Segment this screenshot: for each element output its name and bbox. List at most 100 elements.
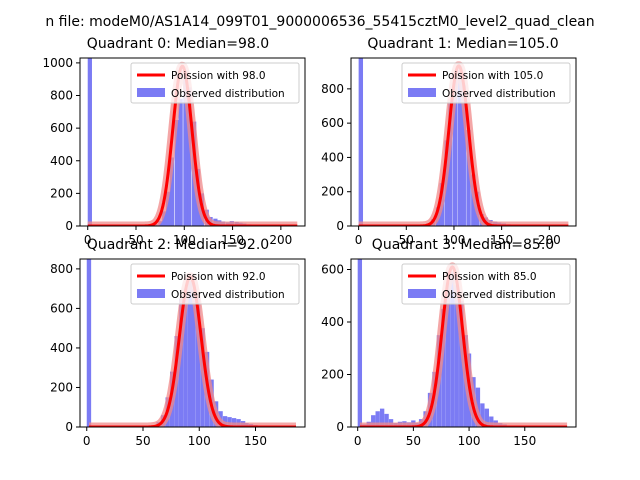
histogram-bar: [162, 211, 167, 226]
histogram-bar: [457, 66, 463, 226]
y-tick-label: 800: [321, 82, 344, 96]
x-tick-label: 0: [355, 233, 363, 247]
y-tick-label: 600: [321, 116, 344, 130]
histogram-bar: [187, 87, 192, 226]
legend: Poission with 92.0 Observed distribution: [130, 263, 300, 305]
x-tick-label: 100: [443, 233, 466, 247]
y-tick-label: 400: [321, 315, 344, 329]
histogram-bar: [358, 58, 364, 226]
histogram-bar: [178, 98, 183, 226]
legend: Poission with 105.0 Observed distribution: [401, 62, 571, 104]
x-tick-label: 200: [538, 233, 561, 247]
y-tick-label: 600: [321, 263, 344, 277]
histogram-bar: [466, 130, 471, 226]
x-tick-label: 200: [269, 233, 292, 247]
axes-frame: [79, 57, 306, 227]
histogram-bar: [453, 78, 458, 226]
plot-area: [84, 58, 301, 226]
legend-label-poisson: Poission with 85.0: [442, 271, 537, 283]
quadrant-0-panel: 0 50 100 150 200 0 200 400 600 800 1000 Poission wi…: [42, 36, 306, 247]
histogram-bar: [384, 413, 389, 427]
y-tick-label: 0: [65, 420, 73, 434]
histogram-bar: [174, 119, 179, 226]
histogram-bar: [454, 285, 459, 427]
legend-label-poisson: Poission with 98.0: [171, 70, 266, 82]
y-tick-label: 800: [50, 89, 73, 103]
histogram-bar: [371, 415, 376, 427]
quadrant-2-title: Quadrant 2: Median=92.0: [87, 237, 269, 253]
histogram-bar: [484, 408, 490, 427]
y-tick-label: 400: [321, 150, 344, 164]
y-tick-label: 0: [65, 219, 73, 233]
x-tick-label: 50: [135, 434, 150, 448]
histogram-bar: [375, 411, 380, 427]
x-tick-label: 150: [221, 233, 244, 247]
axes-frame: [79, 258, 306, 428]
y-tick-label: 1000: [42, 56, 73, 70]
plot-area: [356, 259, 571, 427]
histogram-bar: [441, 308, 446, 427]
histogram-bar: [86, 259, 92, 427]
histogram-bar: [379, 408, 385, 427]
legend-label-observed: Observed distribution: [442, 289, 556, 301]
axes-frame: [350, 57, 577, 227]
histogram-bar: [357, 259, 363, 427]
legend-label-observed: Observed distribution: [171, 88, 285, 100]
poisson-curve: [359, 265, 568, 427]
histogram-bar: [448, 102, 453, 226]
x-tick-label: 150: [513, 434, 536, 448]
legend-box: [401, 263, 571, 305]
histogram-bar: [489, 416, 494, 427]
legend-box: [130, 62, 300, 104]
histogram-bar: [195, 296, 201, 427]
x-tick-label: 50: [399, 233, 414, 247]
y-tick-label: 800: [50, 262, 73, 276]
quadrant-0-title: Quadrant 0: Median=98.0: [87, 36, 269, 52]
y-tick-label: 200: [50, 186, 73, 200]
histogram-bar: [87, 58, 92, 226]
x-tick-label: 100: [173, 233, 196, 247]
y-tick-label: 0: [336, 219, 344, 233]
histogram-bar: [191, 288, 196, 427]
x-tick-label: 100: [188, 434, 211, 448]
quadrant-1-panel: 0 50 100 150 200 0 200 400 600 800 Poission with 1…: [321, 36, 577, 247]
y-tick-label: 200: [321, 368, 344, 382]
y-tick-label: 200: [50, 380, 73, 394]
legend-bar-swatch: [408, 88, 436, 97]
x-tick-label: 150: [490, 233, 513, 247]
histogram-bar: [183, 288, 188, 427]
legend-bar-swatch: [137, 88, 165, 97]
legend-box: [401, 62, 571, 104]
quadrant-2-panel: 0 50 100 150 0 200 400 600 800 Poission with 92.0…: [50, 237, 306, 448]
histogram-bar: [169, 157, 175, 226]
quadrant-1-title: Quadrant 1: Median=105.0: [367, 36, 558, 52]
axes-frame: [350, 258, 577, 428]
legend: Poission with 98.0 Observed distribution: [130, 62, 300, 104]
x-tick-label: 100: [458, 434, 481, 448]
histogram-bar: [183, 79, 188, 226]
histogram-bar: [227, 417, 232, 427]
x-tick-label: 0: [83, 434, 91, 448]
histogram-bar: [445, 282, 451, 427]
histogram-bar: [459, 301, 464, 427]
legend-label-observed: Observed distribution: [171, 289, 285, 301]
poisson-curve: [87, 64, 298, 226]
legend-bar-swatch: [408, 289, 436, 298]
quadrant-3-panel: 0 50 100 150 0 200 400 600 Poission with 85.0 Obs…: [321, 237, 577, 448]
histogram-bar: [461, 85, 466, 226]
histogram-bar: [179, 298, 184, 427]
x-tick-label: 0: [84, 233, 92, 247]
x-tick-label: 50: [128, 233, 143, 247]
legend-label-observed: Observed distribution: [442, 88, 556, 100]
figure-suptitle: n file: modeM0/AS1A14_099T01_9000006536_…: [45, 14, 594, 30]
y-tick-label: 400: [50, 341, 73, 355]
x-tick-label: 0: [354, 434, 362, 448]
legend-label-poisson: Poission with 105.0: [442, 70, 543, 82]
quadrant-3-title: Quadrant 3: Median=85.0: [372, 237, 554, 253]
x-tick-label: 150: [244, 434, 267, 448]
histogram-bar: [450, 272, 455, 427]
legend-bar-swatch: [137, 289, 165, 298]
histogram-bar: [165, 191, 171, 226]
y-tick-label: 0: [336, 420, 344, 434]
